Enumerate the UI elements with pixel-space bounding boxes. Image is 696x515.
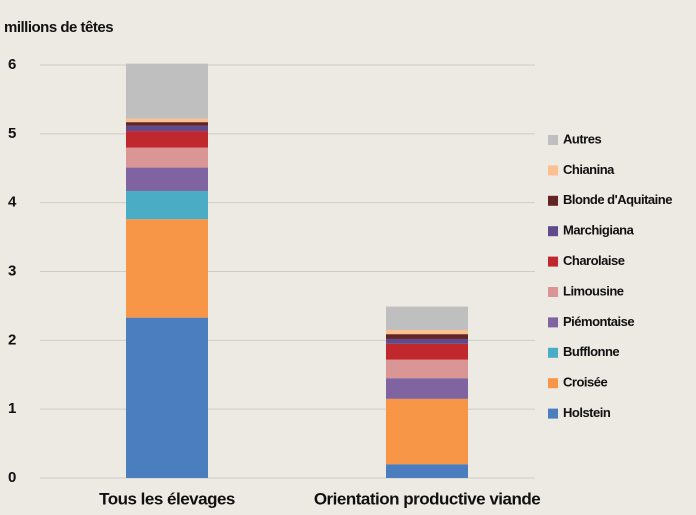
legend-swatch <box>548 287 558 297</box>
bar-segment <box>126 190 208 220</box>
legend-swatch <box>548 135 558 145</box>
bar-segment <box>126 125 208 132</box>
bar-segment <box>386 378 468 399</box>
legend-label: Chianina <box>563 162 615 177</box>
y-tick-label: 0 <box>8 469 16 486</box>
legend-label: Croisée <box>563 375 607 390</box>
y-tick-label: 1 <box>8 400 16 417</box>
bar-segment <box>386 398 468 465</box>
bar-segment <box>126 317 208 478</box>
legend-label: Charolaise <box>563 253 625 268</box>
legend-label: Marchigiana <box>563 223 635 238</box>
bar-segment <box>386 359 468 379</box>
legend-swatch <box>548 317 558 328</box>
bar-segment <box>126 167 208 191</box>
y-tick-label: 3 <box>8 262 16 279</box>
legend-label: Limousine <box>563 283 624 298</box>
y-tick-label: 2 <box>8 331 16 348</box>
bar-segment <box>386 338 468 344</box>
legend-swatch <box>548 195 558 206</box>
legend-swatch <box>548 347 558 358</box>
y-tick-label: 6 <box>8 56 16 73</box>
y-tick-label: 4 <box>8 194 17 211</box>
legend-label: Bufflonne <box>563 344 619 359</box>
legend-label: Autres <box>563 131 601 146</box>
y-axis-label: millions de têtes <box>4 19 113 36</box>
bar-segment <box>386 330 468 335</box>
legend-label: Piémontaise <box>563 314 634 329</box>
y-tick-label: 5 <box>8 125 16 142</box>
bar-segment <box>126 131 208 148</box>
x-tick-label: Orientation productive viande <box>314 489 540 508</box>
bar-segment <box>386 464 468 478</box>
legend-swatch <box>548 378 558 389</box>
bar-segment <box>386 343 468 360</box>
legend-swatch <box>548 256 558 267</box>
legend-swatch <box>548 165 558 176</box>
bar-segment <box>126 147 208 168</box>
legend-label: Blonde d'Aquitaine <box>563 192 672 207</box>
bar-segment <box>126 219 208 318</box>
bar-segment <box>126 122 208 126</box>
legend-swatch <box>548 408 558 419</box>
bar-segment <box>126 118 208 123</box>
x-tick-label: Tous les élevages <box>99 489 235 508</box>
bar-segment <box>386 306 468 331</box>
legend-swatch <box>548 226 558 237</box>
bar-segment <box>126 63 208 119</box>
legend-label: Holstein <box>563 405 611 420</box>
bar-segment <box>386 334 468 339</box>
